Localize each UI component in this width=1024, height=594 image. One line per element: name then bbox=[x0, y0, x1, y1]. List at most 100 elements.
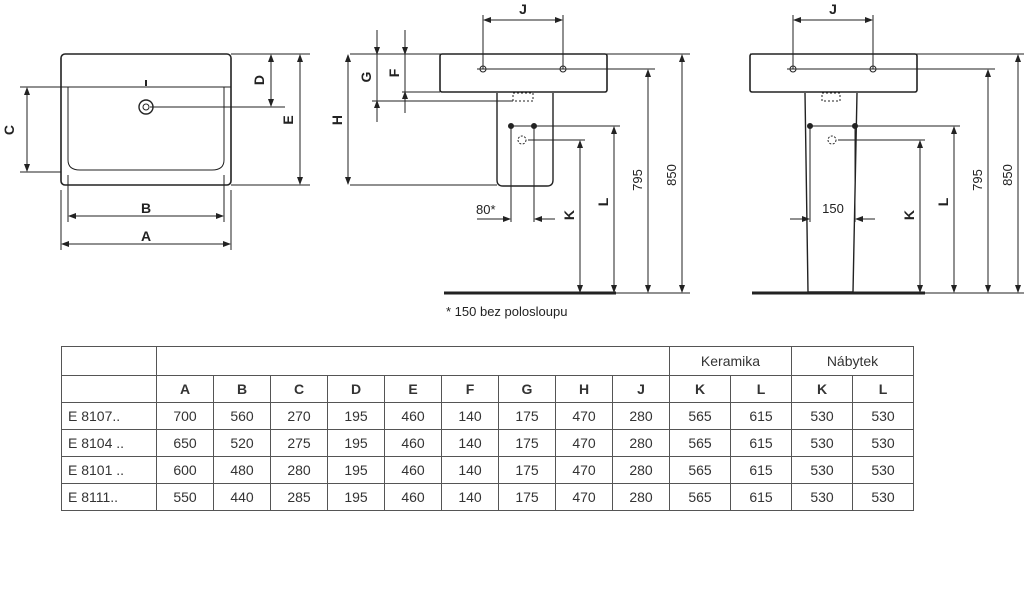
value-cell: 530 bbox=[852, 429, 914, 457]
value-cell: 530 bbox=[791, 429, 853, 457]
group-header-nabytek: Nábytek bbox=[791, 346, 914, 376]
value-cell: 280 bbox=[612, 456, 670, 484]
dim-label-h: H bbox=[329, 115, 345, 125]
value-cell: 195 bbox=[327, 429, 385, 457]
column-header: F bbox=[441, 375, 499, 403]
value-cell: 140 bbox=[441, 402, 499, 430]
dim-label-150: 150 bbox=[822, 201, 844, 216]
table-row: E 8111.. 550 440 285 195 460 140 175 470 280 565 61… bbox=[61, 483, 914, 511]
model-cell: E 8111.. bbox=[61, 483, 157, 511]
dim-label-80: 80* bbox=[476, 202, 496, 217]
dim-label-j-front: J bbox=[829, 1, 837, 17]
value-cell: 470 bbox=[555, 402, 613, 430]
dim-label-a: A bbox=[141, 228, 151, 244]
value-cell: 140 bbox=[441, 483, 499, 511]
dim-label-c: C bbox=[1, 125, 17, 135]
value-cell: 460 bbox=[384, 483, 442, 511]
value-cell: 530 bbox=[791, 483, 853, 511]
value-cell: 270 bbox=[270, 402, 328, 430]
value-cell: 530 bbox=[852, 456, 914, 484]
value-cell: 140 bbox=[441, 456, 499, 484]
dim-label-850-front: 850 bbox=[1000, 164, 1015, 186]
column-header: B bbox=[213, 375, 271, 403]
dim-label-795: 795 bbox=[630, 169, 645, 191]
value-cell: 600 bbox=[156, 456, 214, 484]
value-cell: 460 bbox=[384, 402, 442, 430]
column-header: K bbox=[791, 375, 853, 403]
value-cell: 280 bbox=[612, 402, 670, 430]
table-row: E 8101 .. 600 480 280 195 460 140 175 470 280 565 6… bbox=[61, 456, 914, 484]
value-cell: 530 bbox=[852, 483, 914, 511]
value-cell: 460 bbox=[384, 429, 442, 457]
dim-label-l-front: L bbox=[935, 197, 951, 206]
value-cell: 550 bbox=[156, 483, 214, 511]
technical-drawing: B A C D E J G F H 80* K L 795 850 * 150 … bbox=[1, 1, 1024, 319]
column-header: C bbox=[270, 375, 328, 403]
group-header-keramika: Keramika bbox=[669, 346, 792, 376]
dim-label-k: K bbox=[561, 210, 577, 220]
model-cell: E 8101 .. bbox=[61, 456, 157, 484]
value-cell: 280 bbox=[612, 429, 670, 457]
dim-label-l: L bbox=[595, 197, 611, 206]
dim-label-d: D bbox=[251, 75, 267, 85]
value-cell: 565 bbox=[669, 483, 731, 511]
value-cell: 615 bbox=[730, 456, 792, 484]
value-cell: 285 bbox=[270, 483, 328, 511]
value-cell: 175 bbox=[498, 402, 556, 430]
table-row: E 8104 .. 650 520 275 195 460 140 175 470 280 565 6… bbox=[61, 429, 914, 457]
column-header: K bbox=[669, 375, 731, 403]
value-cell: 280 bbox=[270, 456, 328, 484]
value-cell: 520 bbox=[213, 429, 271, 457]
value-cell: 560 bbox=[213, 402, 271, 430]
value-cell: 280 bbox=[612, 483, 670, 511]
value-cell: 480 bbox=[213, 456, 271, 484]
dim-label-g: G bbox=[358, 71, 374, 82]
value-cell: 530 bbox=[791, 456, 853, 484]
value-cell: 140 bbox=[441, 429, 499, 457]
value-cell: 650 bbox=[156, 429, 214, 457]
column-header: D bbox=[327, 375, 385, 403]
value-cell: 175 bbox=[498, 483, 556, 511]
footnote: * 150 bez polosloupu bbox=[446, 304, 567, 319]
column-header: G bbox=[498, 375, 556, 403]
value-cell: 470 bbox=[555, 483, 613, 511]
value-cell: 175 bbox=[498, 456, 556, 484]
dim-label-f: F bbox=[386, 68, 402, 77]
dim-label-e: E bbox=[280, 115, 296, 124]
dim-label-k-front: K bbox=[901, 210, 917, 220]
column-header: J bbox=[612, 375, 670, 403]
value-cell: 175 bbox=[498, 429, 556, 457]
value-cell: 195 bbox=[327, 483, 385, 511]
dim-label-j: J bbox=[519, 1, 527, 17]
value-cell: 565 bbox=[669, 456, 731, 484]
value-cell: 700 bbox=[156, 402, 214, 430]
value-cell: 615 bbox=[730, 429, 792, 457]
dim-label-850: 850 bbox=[664, 164, 679, 186]
value-cell: 470 bbox=[555, 429, 613, 457]
column-header: E bbox=[384, 375, 442, 403]
value-cell: 195 bbox=[327, 456, 385, 484]
value-cell: 615 bbox=[730, 402, 792, 430]
value-cell: 565 bbox=[669, 402, 731, 430]
value-cell: 470 bbox=[555, 456, 613, 484]
group-header-row: Keramika Nábytek bbox=[61, 346, 914, 376]
dim-label-b: B bbox=[141, 200, 151, 216]
model-cell: E 8107.. bbox=[61, 402, 157, 430]
top-view bbox=[20, 53, 310, 250]
value-cell: 275 bbox=[270, 429, 328, 457]
value-cell: 440 bbox=[213, 483, 271, 511]
column-header: L bbox=[852, 375, 914, 403]
value-cell: 460 bbox=[384, 456, 442, 484]
value-cell: 530 bbox=[852, 402, 914, 430]
column-header: H bbox=[555, 375, 613, 403]
front-view bbox=[749, 15, 1024, 295]
value-cell: 565 bbox=[669, 429, 731, 457]
model-cell: E 8104 .. bbox=[61, 429, 157, 457]
column-header: L bbox=[730, 375, 792, 403]
value-cell: 615 bbox=[730, 483, 792, 511]
table-row: E 8107.. 700 560 270 195 460 140 175 470 280 565 61… bbox=[61, 402, 914, 430]
dim-label-795-front: 795 bbox=[970, 169, 985, 191]
value-cell: 530 bbox=[791, 402, 853, 430]
